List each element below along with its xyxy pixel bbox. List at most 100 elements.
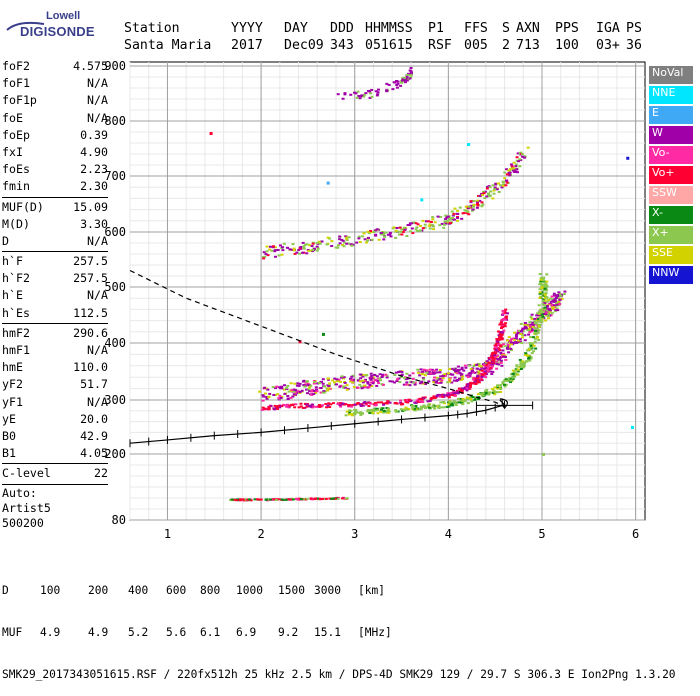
data-point [411, 372, 415, 375]
data-point [451, 394, 455, 397]
data-point [520, 341, 524, 344]
param-value: 4.05 [80, 446, 108, 461]
data-point [350, 375, 354, 378]
data-point [421, 405, 425, 408]
data-point [234, 499, 238, 502]
data-point [409, 76, 413, 79]
data-point [309, 384, 313, 387]
data-point [281, 246, 285, 249]
data-point [486, 192, 490, 195]
data-point [533, 317, 537, 320]
data-point [491, 370, 495, 373]
data-point [290, 248, 294, 251]
data-point [467, 364, 471, 367]
data-point [543, 280, 547, 283]
data-point [238, 499, 242, 502]
data-point [359, 380, 363, 383]
data-point [267, 408, 271, 411]
data-point [452, 400, 456, 403]
data-point [523, 361, 527, 364]
data-point [543, 293, 547, 296]
data-point [350, 414, 354, 417]
data-point [306, 382, 310, 385]
data-point [485, 195, 489, 198]
data-point [370, 374, 374, 377]
data-point [292, 390, 296, 393]
data-point [376, 88, 380, 91]
data-point [529, 316, 533, 319]
data-point [378, 373, 382, 376]
data-point [482, 190, 486, 193]
data-point [382, 409, 386, 412]
data-point [424, 370, 428, 373]
data-point [353, 408, 357, 411]
data-point [453, 369, 457, 372]
data-point [487, 358, 491, 361]
data-point [542, 452, 545, 456]
param-label: C-level [2, 466, 51, 481]
param-label: foF1p [2, 93, 37, 108]
data-point [331, 497, 335, 500]
data-point [471, 367, 475, 370]
data-point [465, 209, 469, 212]
data-point [420, 373, 424, 376]
data-point [547, 312, 551, 315]
param-value: N/A [87, 394, 108, 409]
data-point [442, 402, 446, 405]
data-point [315, 388, 319, 391]
data-point [405, 73, 409, 76]
data-point [448, 377, 452, 380]
data-point [545, 311, 549, 314]
data-point [491, 391, 495, 394]
data-point [307, 384, 311, 387]
data-point [521, 363, 525, 366]
data-point [518, 329, 522, 332]
data-point [297, 384, 301, 387]
data-point [470, 382, 474, 385]
data-point [467, 143, 471, 146]
data-point [457, 377, 461, 380]
data-point [396, 230, 400, 233]
data-point [371, 411, 375, 414]
data-point [298, 340, 302, 344]
data-point [382, 233, 386, 236]
data-point [264, 498, 268, 501]
data-point [492, 351, 496, 354]
data-point [301, 380, 305, 383]
data-point [504, 317, 508, 320]
data-point [300, 389, 304, 392]
data-point [504, 184, 508, 187]
data-point [408, 399, 412, 402]
data-point [456, 216, 460, 219]
data-point [442, 223, 446, 226]
data-point [535, 329, 539, 332]
data-point [473, 396, 477, 399]
data-point [503, 318, 507, 321]
header-value-2: Dec09 [284, 38, 324, 53]
data-point [465, 389, 469, 392]
data-point [528, 329, 532, 332]
data-point [336, 93, 340, 96]
data-point [529, 323, 533, 326]
data-point [485, 368, 489, 371]
data-point [520, 153, 524, 156]
data-point [349, 412, 353, 415]
data-point [448, 380, 452, 383]
data-point [303, 406, 307, 409]
data-point [349, 243, 353, 246]
param-row: h`E N/A [2, 287, 108, 304]
data-point [453, 207, 457, 210]
data-point [513, 331, 517, 334]
data-point [296, 390, 300, 393]
data-point [295, 384, 299, 387]
data-point [496, 355, 500, 358]
data-point [388, 380, 392, 383]
data-point [499, 344, 503, 347]
data-point [411, 404, 415, 407]
data-point [355, 411, 359, 414]
data-point [534, 329, 538, 332]
data-point [457, 389, 461, 392]
data-point [528, 327, 532, 330]
data-point [390, 380, 394, 383]
data-point [512, 338, 516, 341]
